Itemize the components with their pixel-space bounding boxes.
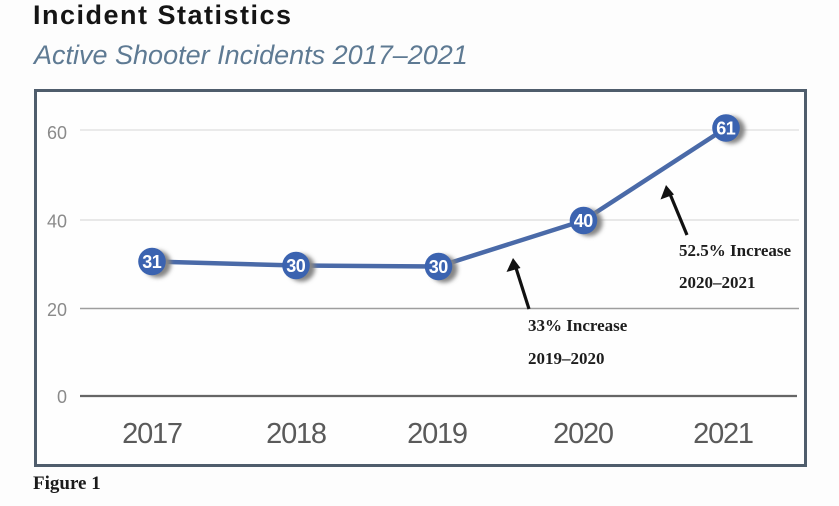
svg-text:30: 30 [429,257,449,277]
svg-text:2020–2021: 2020–2021 [679,273,756,292]
svg-text:2017: 2017 [122,418,182,450]
svg-text:31: 31 [142,252,162,272]
svg-text:40: 40 [47,212,67,232]
svg-text:2021: 2021 [693,418,753,450]
svg-text:33% Increase: 33% Increase [528,316,628,335]
svg-text:2019: 2019 [407,418,467,450]
svg-text:2019–2020: 2019–2020 [528,349,605,368]
svg-text:2018: 2018 [266,418,326,450]
svg-text:2020: 2020 [553,418,613,450]
svg-text:52.5% Increase: 52.5% Increase [679,241,792,260]
svg-text:30: 30 [286,256,306,276]
svg-text:20: 20 [47,300,67,320]
svg-text:61: 61 [716,119,736,139]
svg-text:0: 0 [57,387,67,407]
svg-text:60: 60 [47,123,67,143]
svg-text:40: 40 [574,211,594,231]
